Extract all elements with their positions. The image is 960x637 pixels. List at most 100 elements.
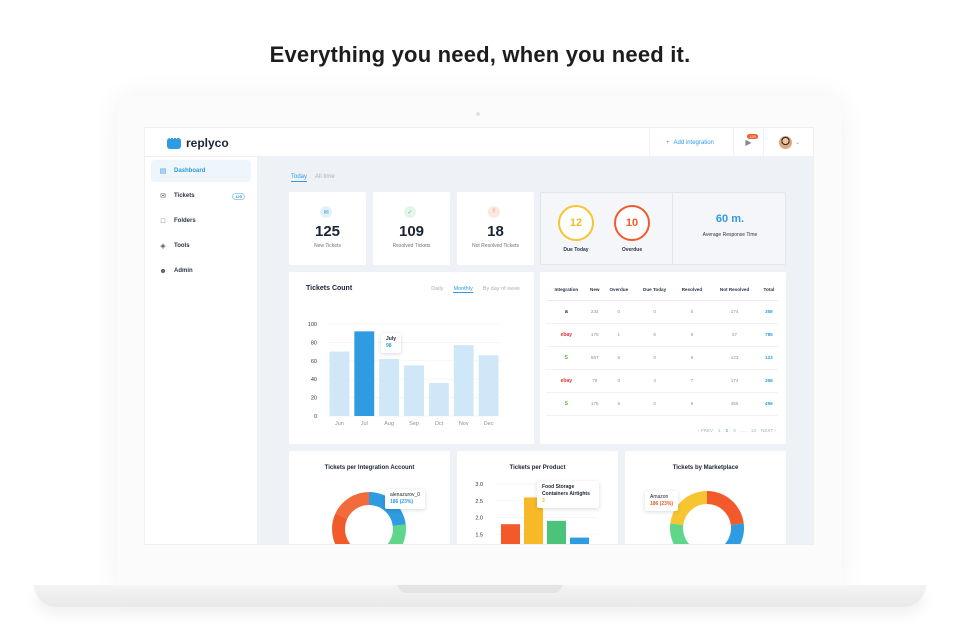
logo[interactable]: replyco xyxy=(167,133,229,150)
table-row[interactable]: S 175 6 0 9 456 456 xyxy=(546,392,778,416)
column-header[interactable]: Integration xyxy=(546,280,587,301)
stat-label: Not Resolved Tickets xyxy=(472,243,519,249)
sidebar-item-tickets[interactable]: ✉ Tickets 125 xyxy=(151,185,251,207)
cell-due-today: 4 xyxy=(634,369,675,393)
donut-slice xyxy=(724,523,744,544)
due-today-label: Due Today xyxy=(563,247,589,253)
page-button-current[interactable]: 2 xyxy=(725,428,729,433)
stat-value: 109 xyxy=(398,223,425,240)
cell-resolved: 7 xyxy=(674,369,710,393)
donut-slice xyxy=(707,491,744,525)
top-bar: replyco + Add integration ▶ 125 ⌄ xyxy=(145,128,813,157)
x-tick-label: Jul xyxy=(361,421,368,427)
sidebar-item-admin[interactable]: ☻ Admin xyxy=(151,260,251,282)
y-tick-label: 100 xyxy=(308,322,317,328)
chevron-down-icon: ⌄ xyxy=(794,140,801,146)
table-row[interactable]: a 234 0 0 6 174 358 xyxy=(546,300,778,324)
add-integration-button[interactable]: + Add integration xyxy=(649,128,730,157)
cell-overdue: 0 xyxy=(602,369,635,393)
cell-total: 456 xyxy=(759,392,778,416)
add-integration-label: Add integration xyxy=(673,139,714,146)
y-tick-label: 3.0 xyxy=(475,482,483,488)
tab-by-day-of-week[interactable]: By day of week xyxy=(482,286,520,292)
y-tick-label: 2.5 xyxy=(475,499,483,505)
sidebar-item-folders[interactable]: □ Folders xyxy=(151,210,251,232)
sidebar-item-label: Tickets xyxy=(174,193,195,199)
cell-new: 175 xyxy=(586,392,603,416)
y-tick-label: 80 xyxy=(311,340,317,346)
tab-all-time[interactable]: All time xyxy=(315,174,335,180)
bar xyxy=(428,382,449,416)
cell-not-resolved: 174 xyxy=(709,369,760,393)
user-menu[interactable]: ⌄ xyxy=(763,128,813,157)
plus-icon: + xyxy=(666,139,670,146)
sidebar-item-tools[interactable]: ◈ Tools xyxy=(151,235,251,257)
cell-resolved: 6 xyxy=(674,300,710,324)
bar-chart-icon: ▤ xyxy=(159,168,167,175)
cell-due-today: 0 xyxy=(634,346,675,370)
cell-not-resolved: 174 xyxy=(709,300,760,324)
sidebar-item-dashboard[interactable]: ▤ Dashboard xyxy=(151,160,251,182)
cell-due-today: 0 xyxy=(634,392,675,416)
tooltip-name: Amazon xyxy=(650,494,669,500)
integration-logo: S xyxy=(546,392,587,416)
column-header[interactable]: Due Today xyxy=(634,280,675,301)
table-row[interactable]: ebay 78 0 4 7 174 358 xyxy=(546,369,778,393)
y-tick-label: 40 xyxy=(311,377,317,383)
cell-new: 234 xyxy=(586,300,603,324)
overdue-ring: 10 xyxy=(614,205,650,241)
tooltip-label: July xyxy=(386,336,397,342)
sidebar-item-label: Tools xyxy=(174,243,190,249)
card-title: Tickets per Integration Account xyxy=(324,465,415,471)
cell-total: 358 xyxy=(759,369,778,393)
stat-card-resolved: ✓ 109 Resolved Tickets xyxy=(373,192,450,265)
user-icon: ☻ xyxy=(159,267,167,275)
laptop-base xyxy=(34,585,926,607)
bar xyxy=(570,537,589,544)
column-header[interactable]: Not Resolved xyxy=(709,280,760,301)
notifications-button[interactable]: ▶ 125 xyxy=(733,128,763,157)
sidebar-item-label: Folders xyxy=(174,218,196,224)
column-header[interactable]: Resolved xyxy=(674,280,710,301)
page-button[interactable]: 1 xyxy=(718,428,721,433)
cell-overdue: 0 xyxy=(602,300,635,324)
page-button[interactable]: 13 xyxy=(750,428,757,433)
main-content: Today All time ✉ 125 New Tickets ✓ 109 R… xyxy=(258,157,813,544)
x-tick-label: Oct xyxy=(435,421,444,427)
tab-monthly[interactable]: Monthly xyxy=(453,286,473,293)
cell-overdue: 5 xyxy=(602,346,635,370)
tab-today[interactable]: Today xyxy=(291,174,308,182)
bar xyxy=(379,358,400,416)
page-ellipsis: .... xyxy=(740,428,746,433)
laptop-notch xyxy=(398,585,562,593)
table-row[interactable]: ebay 175 1 6 9 67 789 xyxy=(546,323,778,347)
prev-page-button[interactable]: ‹ PREV xyxy=(697,428,714,433)
cell-not-resolved: 67 xyxy=(709,323,760,347)
bar xyxy=(453,345,474,416)
headline: Everything you need, when you need it. xyxy=(269,42,691,67)
layers-icon: ◈ xyxy=(160,243,166,250)
page-button[interactable]: 3 xyxy=(733,428,736,433)
pagination: ‹ PREV 1 2 3 .... 13 NEXT › xyxy=(698,428,776,433)
due-today-ring: 12 xyxy=(558,205,594,241)
bar xyxy=(329,351,350,416)
cell-new: 567 xyxy=(586,346,603,370)
column-header[interactable]: New xyxy=(586,280,603,301)
stat-value: 18 xyxy=(487,223,504,240)
period-tabs: Today All time xyxy=(291,174,335,182)
tooltip-value: 186 (23%) xyxy=(650,501,674,507)
table-row[interactable]: S 567 5 0 9 123 123 xyxy=(546,346,778,370)
column-header[interactable]: Total xyxy=(759,280,778,301)
y-tick-label: 60 xyxy=(311,359,317,365)
stat-label: Resolved Tickets xyxy=(392,243,431,249)
table-header-row: Integration New Overdue Due Today Resolv… xyxy=(546,280,778,301)
x-tick-label: Nov xyxy=(459,421,469,427)
x-tick-label: Jun xyxy=(335,421,344,427)
notification-badge: 125 xyxy=(747,134,758,139)
column-header[interactable]: Overdue xyxy=(602,280,635,301)
chart-tabs: Daily Monthly By day of week xyxy=(431,286,520,293)
tab-daily[interactable]: Daily xyxy=(431,286,444,292)
tooltip-name: alenazurov_0 xyxy=(390,492,421,498)
divider xyxy=(672,193,673,264)
next-page-button[interactable]: NEXT › xyxy=(761,428,776,433)
